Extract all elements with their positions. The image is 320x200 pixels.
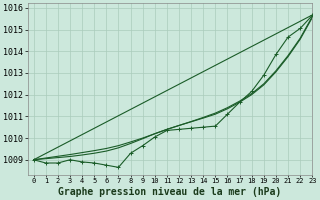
X-axis label: Graphe pression niveau de la mer (hPa): Graphe pression niveau de la mer (hPa) bbox=[58, 186, 282, 197]
